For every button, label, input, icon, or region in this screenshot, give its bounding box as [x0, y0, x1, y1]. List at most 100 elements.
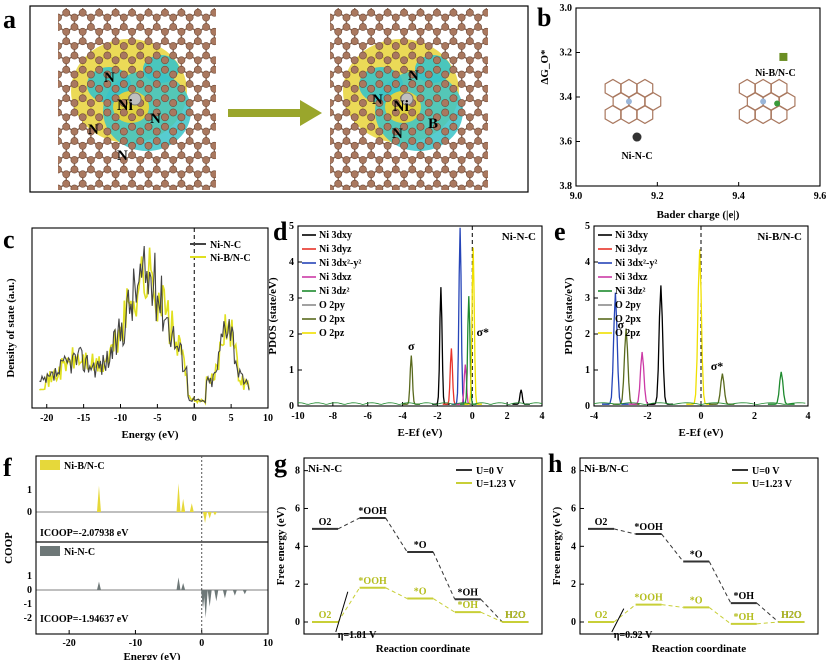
carbon-atom — [416, 113, 425, 122]
lattice-bond — [33, 113, 49, 132]
carbon-atom — [449, 37, 458, 46]
carbon-atom — [474, 51, 482, 60]
sigma-label: σ — [617, 318, 624, 332]
carbon-atom — [416, 27, 425, 36]
carbon-atom — [359, 165, 367, 174]
pdos-baseline — [298, 402, 543, 406]
carbon-atom — [424, 99, 433, 107]
carbon-atom — [210, 27, 216, 36]
lattice-bond — [305, 84, 321, 103]
carbon-atom — [58, 108, 62, 117]
x-axis-label: Energy (eV) — [121, 429, 178, 441]
carbon-atom — [408, 42, 417, 50]
carbon-atom — [441, 137, 450, 145]
pdos-peak — [512, 389, 530, 405]
legend-label: O 2px — [319, 314, 345, 325]
carbon-atom — [465, 122, 474, 131]
carbon-atom — [367, 141, 376, 150]
x-tick-label: 9.6 — [814, 191, 826, 202]
carbon-atom — [359, 127, 367, 136]
carbon-atom — [78, 151, 87, 160]
y-tick-label: 4 — [289, 257, 294, 268]
mini-lattice — [770, 104, 788, 125]
legend-label: Ni 3dyz — [319, 244, 352, 255]
carbon-atom — [152, 165, 161, 174]
carbon-atom — [87, 165, 95, 174]
carbon-atom — [383, 179, 392, 188]
carbon-atom — [375, 13, 384, 22]
carbon-atom — [383, 113, 392, 122]
carbon-atom — [193, 94, 202, 103]
carbon-atom — [433, 113, 441, 122]
carbon-atom — [482, 65, 488, 74]
lattice-bond — [124, 0, 140, 3]
carbon-atom — [408, 165, 417, 174]
panel-h: h 0 2 4 6 8 Reaction coordinate Free energy (e… — [546, 449, 826, 660]
carbon-atom — [128, 113, 136, 122]
carbon-atom — [424, 51, 433, 60]
carbon-atom — [359, 51, 367, 60]
carbon-atom — [400, 65, 408, 74]
legend-label: U=0 V — [476, 466, 504, 477]
carbon-atom — [441, 99, 450, 107]
y-tick-label: 0 — [295, 617, 300, 628]
carbon-atom — [383, 141, 392, 150]
carbon-atom — [95, 179, 104, 188]
carbon-atom — [119, 70, 128, 79]
carbon-atom — [152, 99, 161, 107]
carbon-atom — [342, 80, 351, 88]
carbon-atom — [78, 8, 87, 17]
lattice-bond — [58, 73, 59, 85]
carbon-atom — [95, 113, 104, 122]
carbon-atom — [441, 184, 450, 190]
carbon-atom — [169, 108, 178, 117]
carbon-atom — [111, 179, 120, 188]
carbon-atom — [136, 13, 145, 22]
carbon-atom — [185, 51, 194, 60]
carbon-atom — [367, 122, 376, 131]
carbon-atom — [334, 170, 343, 179]
carbon-atom — [87, 156, 95, 164]
x-tick-label: -4 — [398, 411, 406, 422]
y-tick-label: 5 — [585, 221, 590, 232]
pdos-peak — [432, 287, 450, 405]
carbon-atom — [161, 113, 169, 122]
y-tick-label: 0 — [571, 617, 576, 628]
carbon-atom — [70, 156, 79, 164]
carbon-atom — [193, 122, 202, 131]
carbon-atom — [400, 170, 408, 179]
legend-label: Ni 3dz² — [319, 286, 350, 297]
carbon-atom — [416, 122, 425, 131]
x-tick-label: -15 — [77, 413, 90, 424]
carbon-atom — [136, 137, 145, 145]
carbon-atom — [441, 51, 450, 60]
lattice-bond — [305, 27, 321, 46]
carbon-atom — [144, 37, 153, 46]
carbon-atom — [375, 108, 384, 117]
legend-label: U=1.23 V — [752, 479, 793, 490]
carbon-atom — [433, 122, 441, 131]
carbon-atom — [58, 51, 62, 60]
carbon-atom — [482, 113, 488, 122]
carbon-atom — [87, 51, 95, 60]
atom-label: N — [392, 126, 403, 142]
carbon-atom — [400, 179, 408, 188]
carbon-atom — [152, 70, 161, 79]
carbon-atom — [152, 127, 161, 136]
carbon-atom — [62, 141, 71, 150]
carbon-atom — [375, 51, 384, 60]
carbon-atom — [482, 94, 488, 103]
carbon-atom — [474, 99, 482, 107]
carbon-atom — [193, 84, 202, 93]
carbon-atom — [400, 84, 408, 93]
carbon-atom — [465, 8, 474, 17]
carbon-atom — [161, 65, 169, 74]
carbon-atom — [185, 99, 194, 107]
carbon-atom — [465, 94, 474, 103]
carbon-atom — [62, 65, 71, 74]
eta-label: η=0.92 V — [614, 630, 653, 641]
carbon-atom — [441, 80, 450, 88]
carbon-atom — [119, 137, 128, 145]
x-axis-label: Reaction coordinate — [652, 643, 747, 655]
legend-swatch — [40, 460, 60, 470]
